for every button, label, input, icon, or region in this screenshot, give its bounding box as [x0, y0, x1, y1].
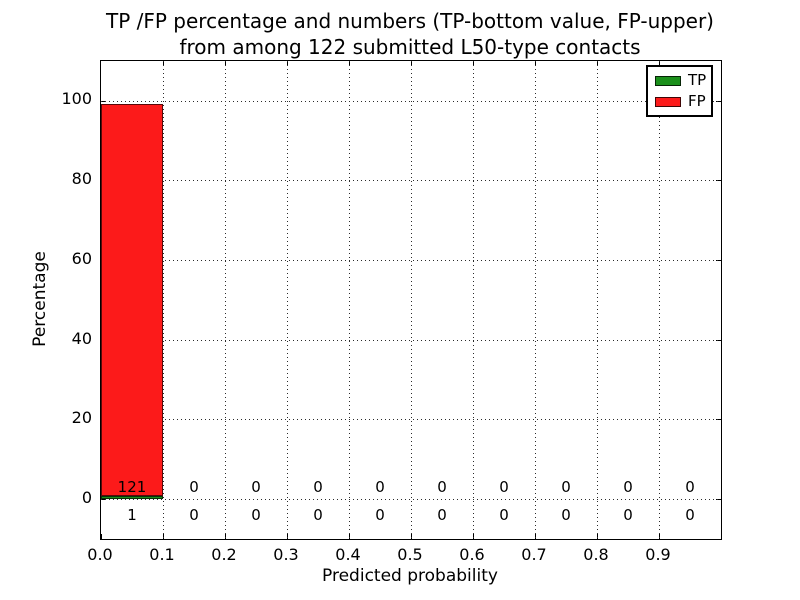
fp-count-label: 0: [375, 478, 385, 496]
x-tick-label: 0.8: [583, 545, 609, 564]
tp-count-label: 0: [437, 506, 447, 524]
y-tick-label: 80: [71, 169, 92, 188]
x-tick-label: 0.6: [459, 545, 485, 564]
tp-swatch-icon: [655, 75, 681, 86]
gridline-x09: [659, 61, 660, 539]
x-tick-label: 0.3: [273, 545, 299, 564]
tp-count-label: 0: [685, 506, 695, 524]
y-tick-label: 100: [61, 89, 92, 108]
gridline-x02: [225, 61, 226, 539]
tp-count-label: 0: [189, 506, 199, 524]
legend-item-fp: FP: [655, 92, 706, 110]
x-tick-label: 0.7: [521, 545, 547, 564]
y-tick-label: 60: [71, 249, 92, 268]
gridline-x04: [349, 61, 350, 539]
tp-bar-bin0: [101, 496, 163, 499]
fp-count-label: 0: [499, 478, 509, 496]
legend: TP FP: [646, 65, 713, 117]
fp-count-label: 0: [189, 478, 199, 496]
gridline-x08: [597, 61, 598, 539]
x-tick-label: 0.5: [397, 545, 423, 564]
gridline-x06: [473, 61, 474, 539]
x-tick-label: 0.2: [211, 545, 237, 564]
tp-count-label: 0: [375, 506, 385, 524]
legend-label-fp: FP: [688, 92, 706, 110]
plot-area: 121 0 0 0 0 0 0 0 0 0 1 0 0 0 0 0 0 0 0 …: [100, 60, 722, 540]
fp-count-label: 0: [623, 478, 633, 496]
gridline-x07: [535, 61, 536, 539]
x-tick: [101, 534, 102, 539]
tp-count-label: 0: [313, 506, 323, 524]
x-tick-label: 0.0: [87, 545, 113, 564]
chart-title-line2: from among 122 submitted L50-type contac…: [179, 35, 641, 59]
tp-count-label: 0: [251, 506, 261, 524]
fp-swatch-icon: [655, 96, 681, 107]
fp-count-label: 0: [685, 478, 695, 496]
tp-count-label: 0: [499, 506, 509, 524]
fp-count-label: 0: [561, 478, 571, 496]
gridline-x03: [287, 61, 288, 539]
tp-count-label: 0: [623, 506, 633, 524]
gridline-x05: [411, 61, 412, 539]
y-tick-label: 40: [71, 329, 92, 348]
fp-bar-bin0: [101, 104, 163, 496]
tp-count-label: 0: [561, 506, 571, 524]
fp-count-label: 121: [117, 478, 147, 496]
x-tick-label: 0.9: [645, 545, 671, 564]
tp-count-label: 1: [127, 506, 137, 524]
chart-title-line1: TP /FP percentage and numbers (TP-bottom…: [106, 9, 714, 33]
legend-label-tp: TP: [688, 71, 707, 89]
chart-title: TP /FP percentage and numbers (TP-bottom…: [100, 8, 720, 60]
y-tick-label: 0: [81, 488, 92, 507]
x-axis-label: Predicted probability: [322, 566, 498, 586]
x-tick-label: 0.4: [335, 545, 361, 564]
fp-count-label: 0: [313, 478, 323, 496]
legend-item-tp: TP: [655, 71, 707, 89]
y-tick-label: 20: [71, 408, 92, 427]
fp-count-label: 0: [437, 478, 447, 496]
x-tick-label: 0.1: [149, 545, 175, 564]
gridline-x01: [163, 61, 164, 539]
fp-count-label: 0: [251, 478, 261, 496]
